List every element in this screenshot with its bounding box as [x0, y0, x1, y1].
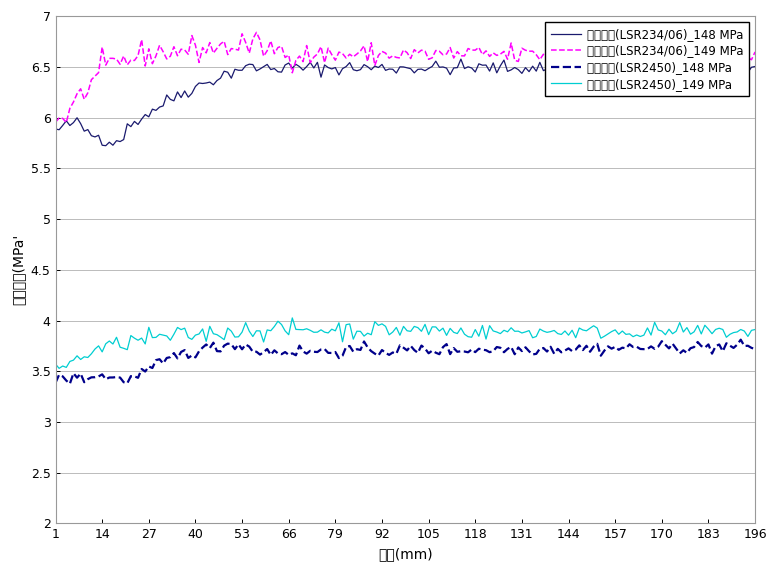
등가응력(LSR2450)_149 MPa	[751, 326, 760, 333]
등가응력(LSR2450)_149 MPa	[288, 315, 297, 321]
등가응력(LSR234/06)_149 MPa	[248, 35, 258, 42]
등가응력(LSR234/06)_148 MPa	[101, 142, 110, 149]
Line: 등가응력(LSR2450)_149 MPa: 등가응력(LSR2450)_149 MPa	[55, 318, 755, 368]
등가응력(LSR234/06)_148 MPa	[654, 65, 663, 72]
등가응력(LSR2450)_148 MPa	[446, 351, 455, 358]
등가응력(LSR234/06)_149 MPa	[657, 53, 667, 60]
등가응력(LSR2450)_148 MPa	[65, 380, 75, 387]
등가응력(LSR234/06)_149 MPa	[449, 54, 458, 61]
등가응력(LSR234/06)_148 MPa	[693, 55, 703, 62]
등가응력(LSR2450)_149 MPa	[524, 327, 534, 334]
등가응력(LSR2450)_148 MPa	[51, 379, 60, 386]
등가응력(LSR2450)_149 MPa	[449, 329, 458, 336]
등가응력(LSR2450)_149 MPa	[657, 328, 667, 335]
등가응력(LSR2450)_148 MPa	[654, 343, 663, 350]
등가응력(LSR2450)_149 MPa	[714, 325, 724, 332]
Legend: 등가응력(LSR234/06)_148 MPa, 등가응력(LSR234/06)_149 MPa, 등가응력(LSR2450)_148 MPa, 등가응력(LS: 등가응력(LSR234/06)_148 MPa, 등가응력(LSR234/06)…	[545, 22, 749, 97]
등가응력(LSR234/06)_149 MPa	[83, 89, 93, 96]
등가응력(LSR234/06)_148 MPa	[51, 126, 60, 133]
등가응력(LSR2450)_148 MPa	[248, 348, 258, 355]
등가응력(LSR234/06)_149 MPa	[751, 49, 760, 55]
등가응력(LSR234/06)_149 MPa	[61, 119, 71, 126]
등가응력(LSR234/06)_148 MPa	[714, 62, 724, 69]
Line: 등가응력(LSR2450)_148 MPa: 등가응력(LSR2450)_148 MPa	[55, 340, 755, 384]
X-axis label: 길이(mm): 길이(mm)	[378, 547, 433, 561]
등가응력(LSR234/06)_149 MPa	[714, 54, 724, 61]
등가응력(LSR234/06)_149 MPa	[51, 119, 60, 126]
등가응력(LSR2450)_149 MPa	[51, 361, 60, 368]
등가응력(LSR2450)_148 MPa	[83, 376, 93, 383]
등가응력(LSR234/06)_149 MPa	[524, 47, 534, 54]
등가응력(LSR234/06)_148 MPa	[751, 63, 760, 70]
등가응력(LSR234/06)_148 MPa	[79, 128, 89, 134]
등가응력(LSR2450)_148 MPa	[751, 345, 760, 352]
Line: 등가응력(LSR234/06)_148 MPa: 등가응력(LSR234/06)_148 MPa	[55, 58, 755, 146]
등가응력(LSR234/06)_148 MPa	[248, 61, 258, 68]
등가응력(LSR2450)_149 MPa	[83, 354, 93, 361]
등가응력(LSR2450)_148 MPa	[736, 336, 745, 343]
등가응력(LSR234/06)_148 MPa	[446, 72, 455, 78]
등가응력(LSR2450)_149 MPa	[54, 365, 64, 372]
Line: 등가응력(LSR234/06)_149 MPa: 등가응력(LSR234/06)_149 MPa	[55, 33, 755, 122]
등가응력(LSR234/06)_148 MPa	[520, 64, 530, 71]
Y-axis label: 등가응력(MPa': 등가응력(MPa'	[11, 234, 25, 305]
등가응력(LSR2450)_148 MPa	[711, 343, 720, 349]
등가응력(LSR234/06)_149 MPa	[252, 29, 261, 36]
등가응력(LSR2450)_148 MPa	[520, 344, 530, 351]
등가응력(LSR2450)_149 MPa	[248, 333, 258, 340]
